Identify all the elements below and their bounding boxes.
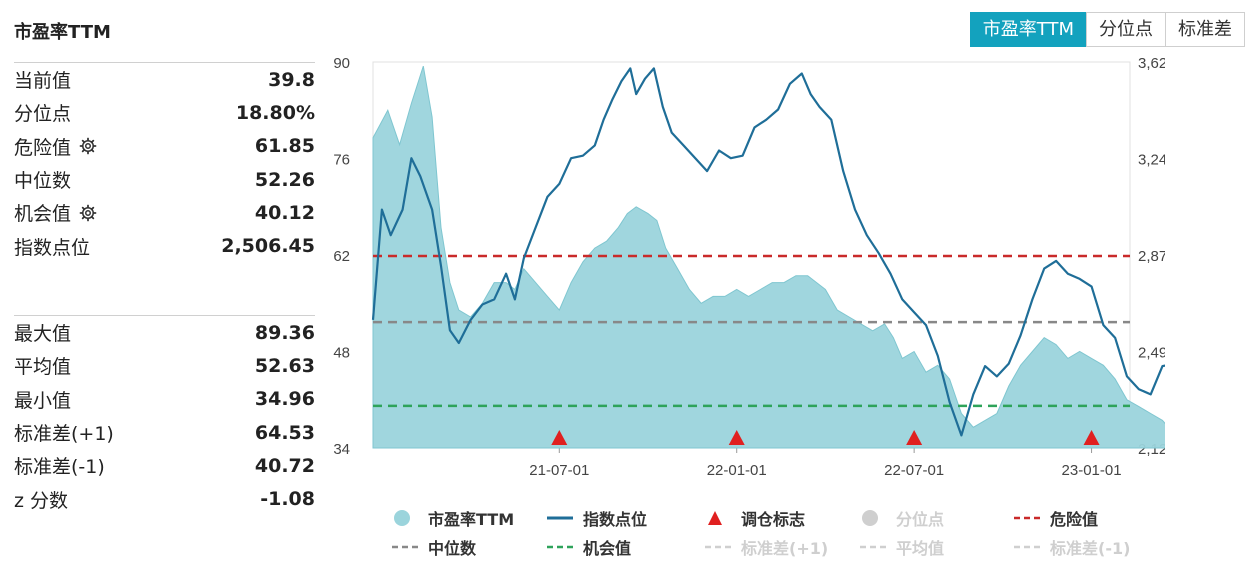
gear-icon[interactable] [79,204,97,222]
legend-item-std-plus[interactable]: 标准差(+1) [703,535,828,559]
stat-value: 52.63 [254,354,315,377]
stat-row-zscore: z 分数 -1.08 [14,482,315,515]
stat-row-std-plus: 标准差(+1) 64.53 [14,416,315,449]
stat-label: 平均值 [14,356,72,379]
pe-chart[interactable]: 90766248343,6253,2492,8732,4972,12121-07… [320,50,1165,490]
legend-circle-icon [394,510,410,526]
stat-row-std-minus: 标准差(-1) 40.72 [14,449,315,482]
tab-stddev[interactable]: 标准差 [1165,12,1245,47]
stat-label-wrap: 机会值 [14,199,97,226]
rebalance-marker [906,430,923,445]
legend-line-icon [547,516,573,520]
y-right-tick-label: 2,497 [1138,345,1165,362]
stat-label: 标准差(-1) [14,456,105,479]
stat-row-percentile: 分位点 18.80% [14,96,315,129]
gear-icon[interactable] [79,137,97,155]
legend-dash-icon [705,545,731,549]
stat-value: 2,506.45 [221,235,315,258]
stat-row-opportunity: 机会值 40.12 [14,196,315,229]
stat-row-max: 最大值 89.36 [14,316,315,349]
legend-item-mean[interactable]: 平均值 [858,535,944,559]
legend-dash-icon [860,545,886,549]
legend-item-index[interactable]: 指数点位 [545,506,647,530]
stat-value: 40.72 [254,454,315,477]
legend-dash-icon [1014,516,1040,520]
stat-row-index-points: 指数点位 2,506.45 [14,229,315,262]
stat-label: 标准差(+1) [14,423,114,446]
stat-value: 18.80% [235,101,315,124]
stat-label: 机会值 [14,203,72,226]
triangle-icon [708,511,722,525]
y-left-tick-label: 76 [333,152,350,169]
legend-item-opportunity[interactable]: 机会值 [545,535,631,559]
stat-value: 61.85 [254,135,315,158]
rebalance-marker [1083,430,1100,445]
stat-label: 指数点位 [14,236,91,259]
page-title: 市盈率TTM [14,22,111,43]
stat-value: 34.96 [254,388,315,411]
x-tick-label: 22-07-01 [884,462,944,479]
legend-dash-icon [392,545,418,549]
tab-pe-ttm[interactable]: 市盈率TTM [969,12,1087,47]
y-left-tick-label: 34 [333,441,350,458]
y-left-tick-label: 90 [333,55,350,72]
stat-row-median: 中位数 52.26 [14,163,315,196]
legend-label: 平均值 [896,539,945,558]
legend-item-danger[interactable]: 危险值 [1012,506,1098,530]
legend-label: 标准差(-1) [1050,539,1131,558]
stat-label: 分位点 [14,103,72,126]
legend-dash-icon [547,545,573,549]
stat-value: 89.36 [254,321,315,344]
rebalance-marker [728,430,745,445]
stat-row-min: 最小值 34.96 [14,383,315,416]
pe-area-series [372,65,1165,449]
stat-value: 64.53 [254,421,315,444]
stat-value: -1.08 [260,488,315,511]
legend-label: 中位数 [428,539,477,558]
y-left-tick-label: 48 [333,345,350,362]
x-tick-label: 21-07-01 [529,462,589,479]
legend-label: 标准差(+1) [741,539,829,558]
stat-value: 39.8 [268,68,315,91]
legend-label: 调仓标志 [741,510,806,529]
legend-label: 分位点 [896,510,945,529]
stat-label: z 分数 [14,489,69,512]
legend-item-percentile[interactable]: 分位点 [858,506,944,530]
rebalance-marker [551,430,568,445]
y-right-tick-label: 3,625 [1138,55,1165,72]
x-tick-label: 23-01-01 [1062,462,1122,479]
stat-label: 最小值 [14,389,72,412]
legend-item-rebalance[interactable]: 调仓标志 [703,506,805,530]
stat-row-current: 当前值 39.8 [14,63,315,96]
stat-label: 最大值 [14,323,72,346]
legend-label: 危险值 [1050,510,1099,529]
legend-item-std-minus[interactable]: 标准差(-1) [1012,535,1130,559]
y-right-tick-label: 2,873 [1138,248,1165,265]
stat-label: 当前值 [14,70,72,93]
x-tick-label: 22-01-01 [707,462,767,479]
stat-row-danger: 危险值 61.85 [14,130,315,163]
legend-circle-icon [862,510,878,526]
tab-percentile[interactable]: 分位点 [1086,12,1166,47]
stats-panel-summary: 最大值 89.36 平均值 52.63 最小值 34.96 标准差(+1) 64… [14,315,315,516]
legend-item-median[interactable]: 中位数 [390,535,476,559]
index-line-series [371,67,1165,437]
legend-dash-icon [1014,545,1040,549]
stat-label-wrap: 危险值 [14,133,97,160]
stat-label: 危险值 [14,136,72,159]
stat-row-mean: 平均值 52.63 [14,349,315,382]
stats-panel-current: 当前值 39.8 分位点 18.80% 危险值 61.85 中位数 52.26 [14,62,315,263]
y-right-tick-label: 3,249 [1138,152,1165,169]
stat-label: 中位数 [14,170,72,193]
metric-toggle-group: 市盈率TTM 分位点 标准差 [969,12,1245,47]
stat-value: 52.26 [254,168,315,191]
legend-label: 指数点位 [583,510,648,529]
legend-label: 市盈率TTM [428,510,515,529]
stat-value: 40.12 [254,201,315,224]
legend-item-pe[interactable]: 市盈率TTM [390,506,514,530]
legend-label: 机会值 [583,539,632,558]
y-left-tick-label: 62 [333,248,350,265]
